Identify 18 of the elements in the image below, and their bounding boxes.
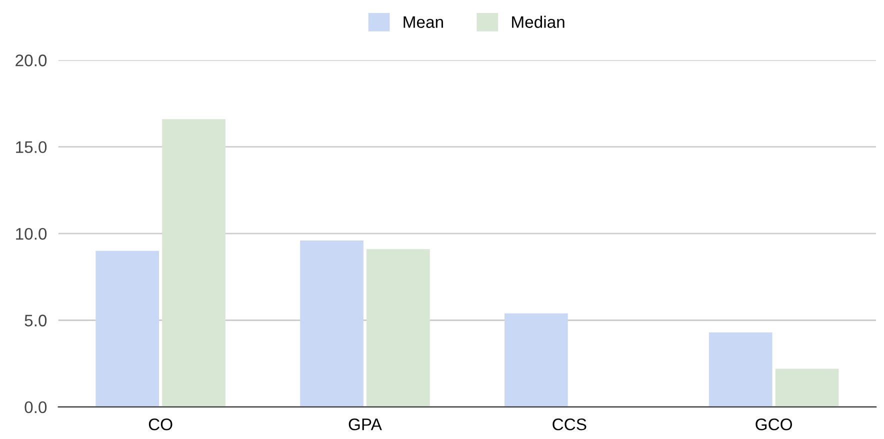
bar: [775, 368, 839, 407]
x-tick-label: GPA: [348, 418, 382, 430]
y-tick-label: 0.0: [24, 401, 47, 414]
x-tick-label: CCS: [552, 418, 586, 430]
x-tick-label: CO: [148, 418, 172, 430]
legend-label: Median: [512, 16, 564, 28]
bar: [504, 313, 568, 407]
x-tick-label: GCO: [756, 418, 792, 430]
y-tick-label: 20.0: [16, 54, 47, 66]
y-tick-label: 15.0: [16, 141, 47, 154]
bar: [96, 250, 160, 407]
bar: [708, 332, 772, 407]
legend-label: Mean: [404, 16, 443, 28]
bar: [300, 240, 364, 407]
y-tick-label: 10.0: [16, 228, 47, 240]
y-tick-label: 5.0: [24, 314, 47, 326]
bar: [366, 249, 430, 407]
bar: [162, 119, 226, 407]
